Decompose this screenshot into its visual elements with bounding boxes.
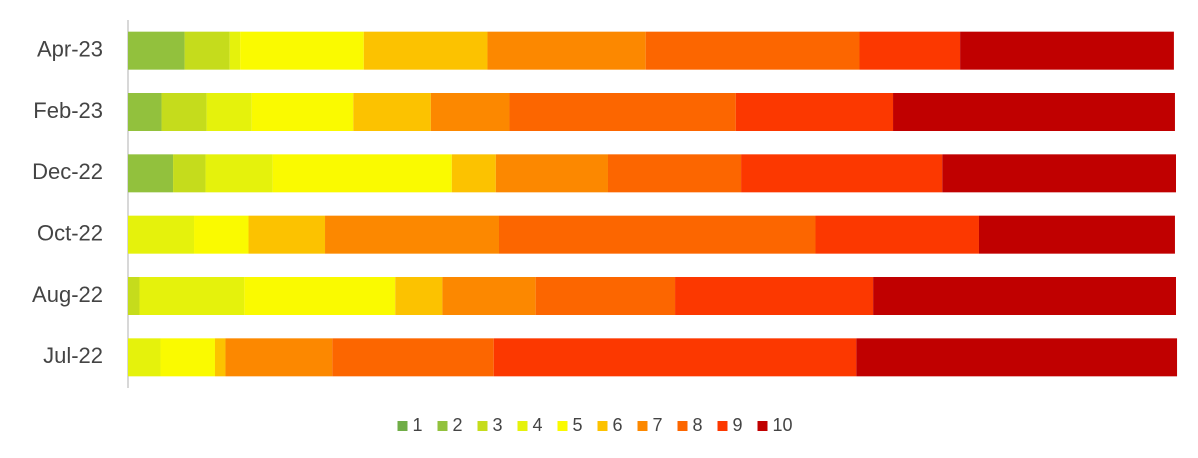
bar-segment [607, 154, 742, 193]
legend-label: 9 [733, 415, 743, 435]
bar-segment [856, 338, 1178, 377]
legend-swatch [757, 421, 768, 431]
y-tick-label: Aug-22 [32, 282, 103, 307]
y-tick-label: Apr-23 [37, 36, 103, 61]
y-tick-label: Feb-23 [33, 98, 103, 123]
bar-segment [272, 154, 452, 193]
legend-swatch [477, 421, 488, 431]
bar-segment [229, 31, 241, 70]
bar-segment [741, 154, 943, 193]
bar-segment [942, 154, 1176, 193]
bar-segment [395, 277, 443, 315]
bar-segment [442, 277, 536, 315]
legend-swatch [437, 421, 448, 431]
bar-segment [353, 93, 431, 131]
legend-label: 1 [413, 415, 423, 435]
bar-segment [244, 277, 396, 315]
bar-segment [225, 338, 333, 377]
legend-label: 8 [693, 415, 703, 435]
bar-segment [325, 215, 499, 254]
legend-label: 6 [613, 415, 623, 435]
bar-segment [493, 338, 857, 377]
bar-segment [240, 31, 364, 70]
legend-label: 4 [533, 415, 543, 435]
bar-segment [735, 93, 894, 131]
bar-segment [332, 338, 494, 377]
y-tick-label: Dec-22 [32, 159, 103, 184]
bar-segment [248, 215, 326, 254]
bar-segment [675, 277, 874, 315]
bar-segment [205, 154, 273, 193]
bar-segment [509, 93, 736, 131]
bar-segment [495, 154, 608, 193]
bar-segment [139, 277, 245, 315]
bar-segment [645, 31, 860, 70]
legend-swatch [397, 421, 408, 431]
legend-swatch [677, 421, 688, 431]
legend-swatch [557, 421, 568, 431]
bar-segment [184, 31, 230, 70]
bar-segment [128, 31, 185, 70]
bar-segment [815, 215, 979, 254]
legend-label: 5 [573, 415, 583, 435]
bar-segment [128, 277, 140, 315]
bar-segment [430, 93, 510, 131]
bar-segment [128, 215, 195, 254]
bar-segment [978, 215, 1175, 254]
bar-segment [487, 31, 646, 70]
bar-segment [128, 338, 161, 377]
bar-segment [214, 338, 226, 377]
legend-label: 10 [773, 415, 793, 435]
y-tick-label: Jul-22 [43, 343, 103, 368]
bar-segment [960, 31, 1174, 70]
legend-label: 7 [653, 415, 663, 435]
legend-swatch [517, 421, 528, 431]
bar-segment [173, 154, 206, 193]
bar-segment [128, 93, 162, 131]
bar-segment [498, 215, 816, 254]
bar-segment [893, 93, 1175, 131]
legend-label: 2 [453, 415, 463, 435]
bar-segment [194, 215, 249, 254]
bar-segment [859, 31, 961, 70]
bar-segment [451, 154, 496, 193]
bar-segment [251, 93, 354, 131]
bar-segment [161, 93, 207, 131]
bar-segment [535, 277, 676, 315]
legend-swatch [717, 421, 728, 431]
bar-segment [160, 338, 215, 377]
legend-label: 3 [493, 415, 503, 435]
bar-segment [363, 31, 488, 70]
bar-segment [873, 277, 1176, 315]
legend-swatch [597, 421, 608, 431]
legend-swatch [637, 421, 648, 431]
bar-segment [206, 93, 252, 131]
y-tick-label: Oct-22 [37, 220, 103, 245]
bar-segment [128, 154, 174, 193]
